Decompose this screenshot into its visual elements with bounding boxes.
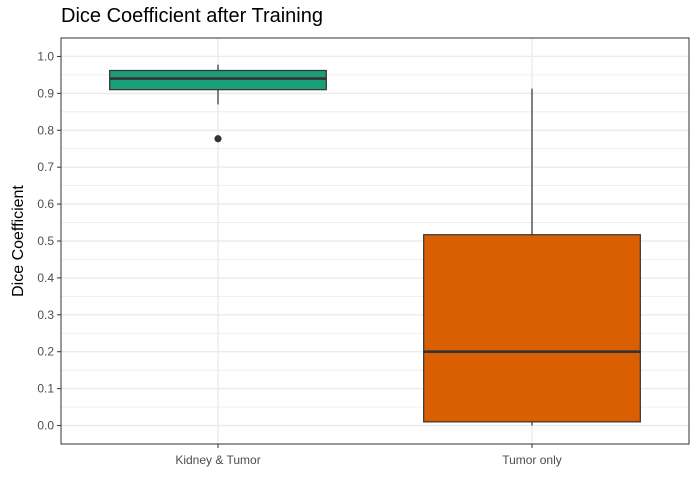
chart-title: Dice Coefficient after Training bbox=[61, 5, 323, 27]
box-iqr bbox=[423, 234, 641, 423]
box-layer bbox=[109, 64, 641, 426]
y-tick-label: 0.7 bbox=[37, 160, 54, 174]
x-tick-label: Kidney & Tumor bbox=[175, 453, 260, 467]
y-tick-label: 1.0 bbox=[37, 49, 54, 63]
y-tick-label: 0.6 bbox=[37, 197, 54, 211]
y-tick-label: 0.8 bbox=[37, 123, 54, 137]
outlier-point bbox=[214, 135, 222, 143]
x-tick-label: Tumor only bbox=[502, 453, 562, 467]
y-tick-label: 0.4 bbox=[37, 271, 54, 285]
y-axis-title: Dice Coefficient bbox=[10, 185, 27, 297]
y-tick-label: 0.1 bbox=[37, 382, 54, 396]
box-iqr bbox=[109, 69, 327, 91]
y-tick-label: 0.5 bbox=[37, 234, 54, 248]
y-tick-label: 0.0 bbox=[37, 419, 54, 433]
y-tick-label: 0.2 bbox=[37, 345, 54, 359]
y-tick-label: 0.9 bbox=[37, 86, 54, 100]
y-tick-label: 0.3 bbox=[37, 308, 54, 322]
axis-layer: 0.0 0.1 0.2 0.3 0.4 0.5 0.6 0.7 0.8 0.9 1.0 Kidney … bbox=[37, 49, 561, 467]
